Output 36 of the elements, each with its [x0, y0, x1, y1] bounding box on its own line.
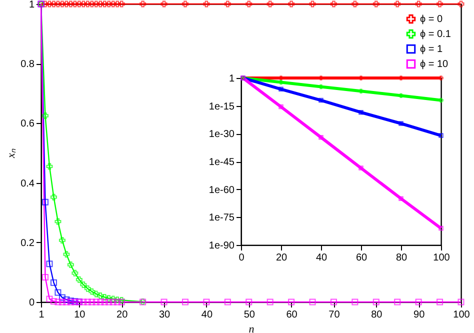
y-tick-label: 1e-15 — [208, 101, 235, 112]
x-tick-label: 70 — [328, 310, 340, 320]
x-tick-label: 60 — [356, 252, 368, 264]
y-tick-label: 1 — [228, 74, 235, 84]
y-tick-label: 0.4 — [20, 178, 35, 190]
legend-label: ϕ = 0 — [420, 14, 443, 25]
x-tick-label: 100 — [453, 310, 470, 320]
y-tick-label: 0 — [28, 298, 35, 308]
x-axis-title: n — [248, 324, 255, 333]
y-tick-label: 0.8 — [20, 59, 35, 70]
x-tick-label: 30 — [158, 310, 171, 320]
y-tick-label: 1e-75 — [208, 212, 235, 224]
x-tick-label: 80 — [396, 252, 408, 264]
legend-label: ϕ = 1 — [420, 44, 443, 55]
x-tick-label: 0 — [238, 252, 245, 264]
x-tick-label: 80 — [371, 310, 383, 320]
y-tick-label: 0.2 — [20, 238, 35, 249]
x-tick-label: 40 — [201, 310, 213, 320]
y-tick-label: 1 — [28, 0, 35, 10]
x-tick-label: 10 — [74, 310, 86, 320]
legend-label: ϕ = 0.1 — [420, 29, 452, 40]
x-tick-label: 20 — [276, 252, 288, 264]
y-tick-label: 1e-90 — [208, 240, 235, 252]
y-tick-label: 0.6 — [20, 118, 35, 130]
y-axis-title: xₙ — [6, 148, 18, 159]
x-tick-label: 90 — [414, 310, 426, 320]
legend-label: ϕ = 10 — [420, 59, 449, 70]
y-tick-label: 1e-30 — [208, 129, 235, 140]
x-tick-label: 1 — [38, 310, 45, 320]
x-tick-label: 100 — [433, 252, 450, 264]
y-tick-label: 1e-45 — [208, 157, 235, 168]
x-tick-label: 20 — [116, 310, 128, 320]
x-tick-label: 50 — [244, 310, 256, 320]
y-tick-label: 1e-60 — [208, 184, 235, 196]
x-tick-label: 40 — [316, 252, 328, 264]
x-tick-label: 60 — [286, 310, 298, 320]
